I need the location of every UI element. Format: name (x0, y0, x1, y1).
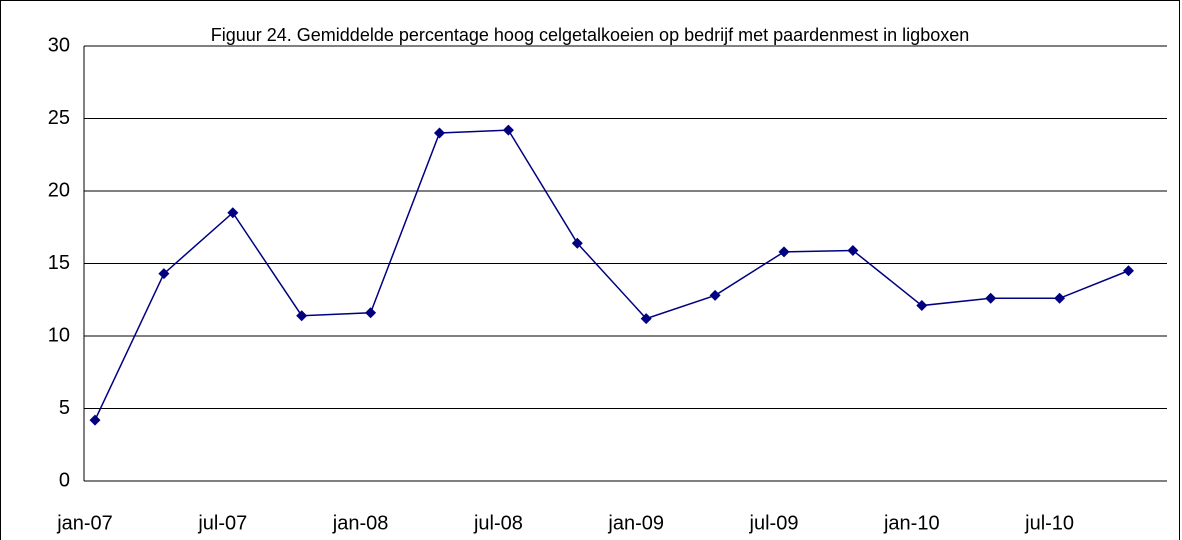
data-point (89, 414, 101, 426)
y-tick-label: 30 (48, 34, 70, 56)
data-point (1123, 265, 1134, 277)
data-point (502, 124, 514, 136)
chart-title: Figuur 24. Gemiddelde percentage hoog ce… (210, 25, 970, 45)
data-point (571, 237, 583, 249)
x-tick-label: jan-08 (332, 512, 389, 534)
data-point (916, 300, 928, 312)
y-tick-label: 20 (48, 179, 70, 201)
y-tick-label: 25 (48, 107, 70, 129)
y-tick-label: 0 (59, 469, 70, 491)
y-tick-label: 10 (48, 324, 70, 346)
x-tick-label: jan-10 (883, 512, 940, 534)
data-point (365, 307, 377, 319)
data-point (296, 310, 308, 322)
series-line (94, 129, 1129, 421)
x-tick-label: jan-07 (56, 512, 113, 534)
y-tick-label: 5 (59, 397, 70, 419)
x-tick-label: jul-08 (473, 512, 523, 534)
x-tick-label: jul-07 (197, 512, 247, 534)
data-point (158, 268, 170, 280)
data-point (847, 244, 859, 256)
data-point (434, 127, 445, 139)
data-point (1054, 292, 1066, 304)
x-tick-label: jan-09 (607, 512, 664, 534)
data-point (227, 207, 239, 219)
x-tick-label: jul-10 (1024, 512, 1074, 534)
data-point (778, 246, 790, 258)
y-tick-label: 15 (48, 252, 70, 274)
data-point (640, 313, 652, 325)
x-tick-label: jul-09 (749, 512, 799, 534)
data-point (709, 289, 721, 301)
data-point (985, 292, 997, 304)
